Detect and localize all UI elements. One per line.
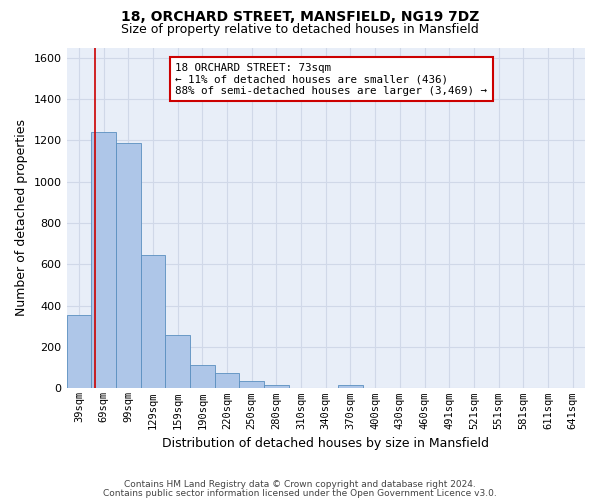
Bar: [239, 380, 264, 388]
Bar: [264, 386, 289, 388]
Text: Contains HM Land Registry data © Crown copyright and database right 2024.: Contains HM Land Registry data © Crown c…: [124, 480, 476, 489]
Text: 18, ORCHARD STREET, MANSFIELD, NG19 7DZ: 18, ORCHARD STREET, MANSFIELD, NG19 7DZ: [121, 10, 479, 24]
X-axis label: Distribution of detached houses by size in Mansfield: Distribution of detached houses by size …: [162, 437, 489, 450]
Bar: [165, 334, 190, 388]
Text: Contains public sector information licensed under the Open Government Licence v3: Contains public sector information licen…: [103, 488, 497, 498]
Text: Size of property relative to detached houses in Mansfield: Size of property relative to detached ho…: [121, 22, 479, 36]
Bar: [338, 384, 363, 388]
Bar: [215, 373, 239, 388]
Bar: [140, 255, 165, 388]
Text: 18 ORCHARD STREET: 73sqm
← 11% of detached houses are smaller (436)
88% of semi-: 18 ORCHARD STREET: 73sqm ← 11% of detach…: [175, 63, 487, 96]
Bar: [67, 315, 91, 388]
Y-axis label: Number of detached properties: Number of detached properties: [15, 120, 28, 316]
Bar: [91, 132, 116, 388]
Bar: [116, 142, 140, 388]
Bar: [190, 364, 215, 388]
